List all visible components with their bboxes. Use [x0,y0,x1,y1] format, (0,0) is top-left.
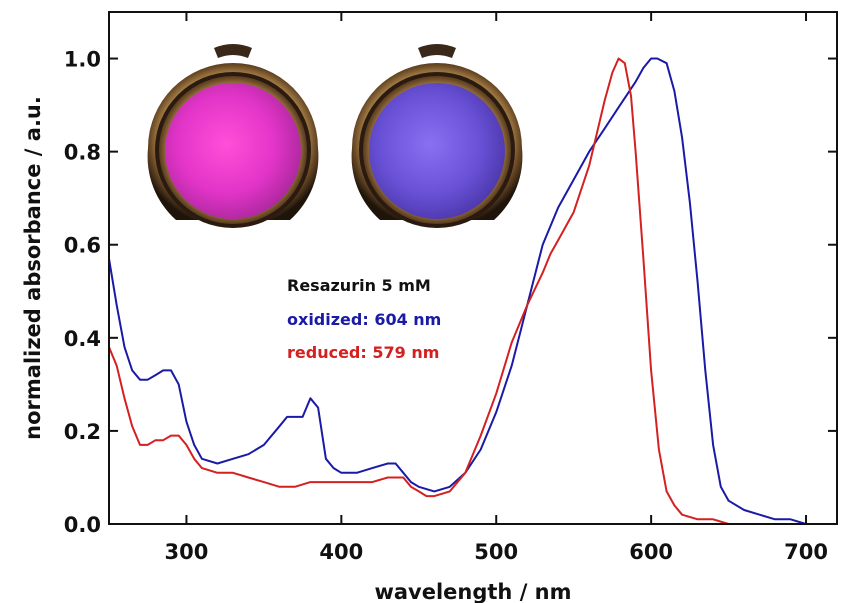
inset-photo-reduced [351,44,523,228]
x-tick-label: 700 [784,540,828,564]
series-line-oxidized [108,57,837,525]
x-tick-label: 600 [629,540,673,564]
x-tick-label: 400 [319,540,363,564]
annotation-oxidized: oxidized: 604 nm [287,310,441,329]
y-axis-title: normalized absorbance / a.u. [21,96,45,440]
y-axis-ticks [109,57,837,525]
x-tick-label: 300 [165,540,209,564]
y-tick-label: 1.0 [64,48,101,72]
annotation-reduced: reduced: 579 nm [287,343,439,362]
plot-frame [108,11,838,525]
y-tick-label: 0.8 [64,141,101,165]
x-axis-ticks [185,12,808,524]
plot-lines [108,57,837,525]
x-axis-tick-labels: 300 400 500 600 700 [165,540,828,564]
y-tick-label: 0.6 [64,234,101,258]
y-tick-label: 0.0 [64,513,101,537]
inset-photo-oxidized [147,44,319,228]
y-axis-tick-labels: 0.0 0.2 0.4 0.6 0.8 1.0 [64,48,101,537]
series-line-reduced [108,57,837,525]
x-tick-label: 500 [474,540,518,564]
y-tick-label: 0.2 [64,420,101,444]
x-axis-title: wavelength / nm [374,580,571,603]
y-tick-label: 0.4 [64,327,101,351]
annotation-heading: Resazurin 5 mM [287,276,431,295]
